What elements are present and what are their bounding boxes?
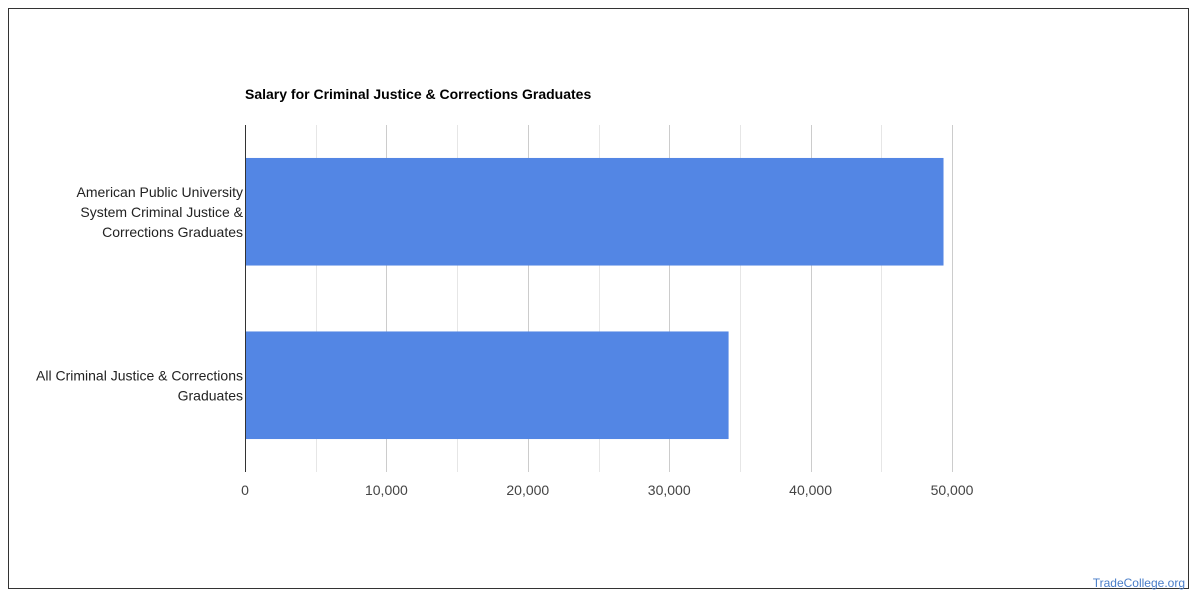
x-tick-label: 30,000: [648, 482, 691, 498]
bar-1: [245, 157, 944, 266]
bar-2: [245, 331, 729, 440]
category-label-line: American Public University: [77, 184, 244, 200]
category-labels: American Public University System Crimina…: [36, 184, 244, 404]
category-label-line: System Criminal Justice &: [80, 204, 243, 220]
x-tick-label: 0: [241, 482, 249, 498]
category-label-1: American Public University System Crimina…: [77, 184, 244, 240]
watermark: TradeCollege.org: [1092, 576, 1185, 590]
x-tick-labels: 0 10,000 20,000 30,000 40,000 50,000: [241, 482, 974, 498]
category-label-line: Corrections Graduates: [102, 224, 243, 240]
category-label-line: All Criminal Justice & Corrections: [36, 367, 243, 383]
chart-title: Salary for Criminal Justice & Correction…: [245, 86, 591, 102]
bars: [245, 157, 944, 440]
category-label-line: Graduates: [178, 387, 243, 403]
x-tick-label: 40,000: [789, 482, 832, 498]
category-label-2: All Criminal Justice & Corrections Gradua…: [36, 367, 243, 403]
chart-frame: [8, 8, 1189, 589]
x-tick-label: 50,000: [931, 482, 974, 498]
x-tick-label: 20,000: [506, 482, 549, 498]
x-tick-label: 10,000: [365, 482, 408, 498]
